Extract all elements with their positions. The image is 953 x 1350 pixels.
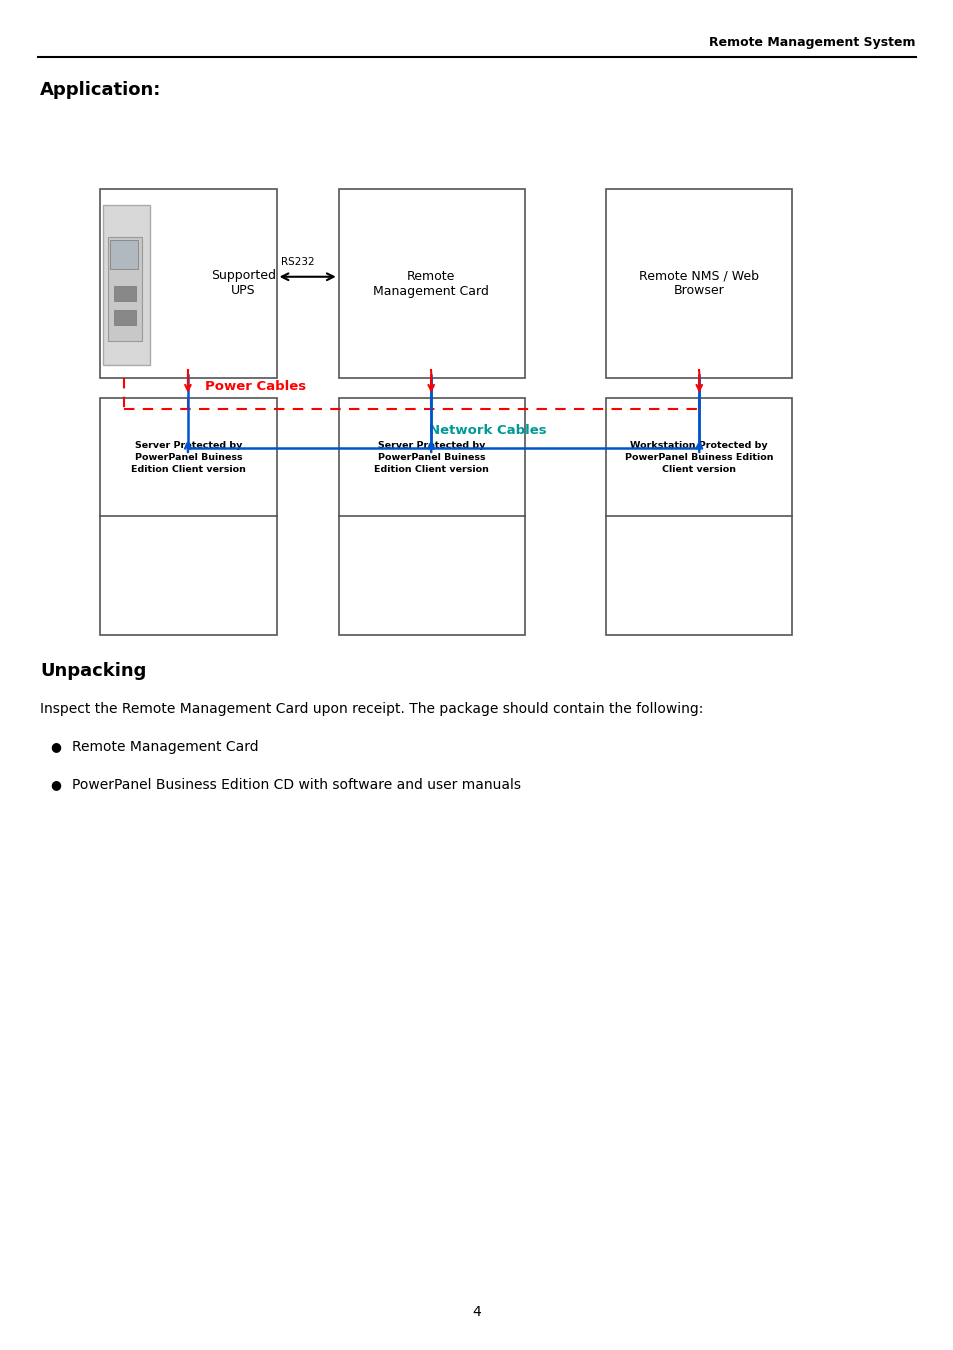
Bar xyxy=(114,310,135,325)
Text: Remote
Management Card: Remote Management Card xyxy=(373,270,489,297)
Text: PowerPanel Business Edition CD with software and user manuals: PowerPanel Business Edition CD with soft… xyxy=(71,778,520,791)
Bar xyxy=(111,240,138,269)
Bar xyxy=(100,189,276,378)
Bar xyxy=(114,286,135,301)
Text: 4: 4 xyxy=(472,1305,481,1319)
Bar xyxy=(338,398,524,634)
Text: Supported
UPS: Supported UPS xyxy=(211,270,275,297)
Bar xyxy=(108,238,142,340)
Text: ●: ● xyxy=(50,740,61,753)
Text: RS232: RS232 xyxy=(281,258,314,267)
Text: Application:: Application: xyxy=(40,81,161,99)
Bar xyxy=(100,398,276,634)
Bar xyxy=(605,189,791,378)
Text: Unpacking: Unpacking xyxy=(40,662,147,679)
Text: ●: ● xyxy=(50,778,61,791)
Text: Power Cables: Power Cables xyxy=(205,379,306,393)
Text: Server Protected by
PowerPanel Buiness
Edition Client version: Server Protected by PowerPanel Buiness E… xyxy=(131,441,246,474)
Text: Inspect the Remote Management Card upon receipt. The package should contain the : Inspect the Remote Management Card upon … xyxy=(40,702,702,716)
Text: Network Cables: Network Cables xyxy=(429,424,546,437)
Text: Remote Management Card: Remote Management Card xyxy=(71,740,258,753)
Text: Workstation Protected by
PowerPanel Buiness Edition
Client version: Workstation Protected by PowerPanel Buin… xyxy=(624,441,772,474)
Bar xyxy=(103,205,150,364)
Text: Remote NMS / Web
Browser: Remote NMS / Web Browser xyxy=(639,270,759,297)
Text: Remote Management System: Remote Management System xyxy=(709,35,915,49)
Bar xyxy=(338,189,524,378)
Text: Server Protected by
PowerPanel Buiness
Edition Client version: Server Protected by PowerPanel Buiness E… xyxy=(374,441,489,474)
Bar xyxy=(605,398,791,634)
